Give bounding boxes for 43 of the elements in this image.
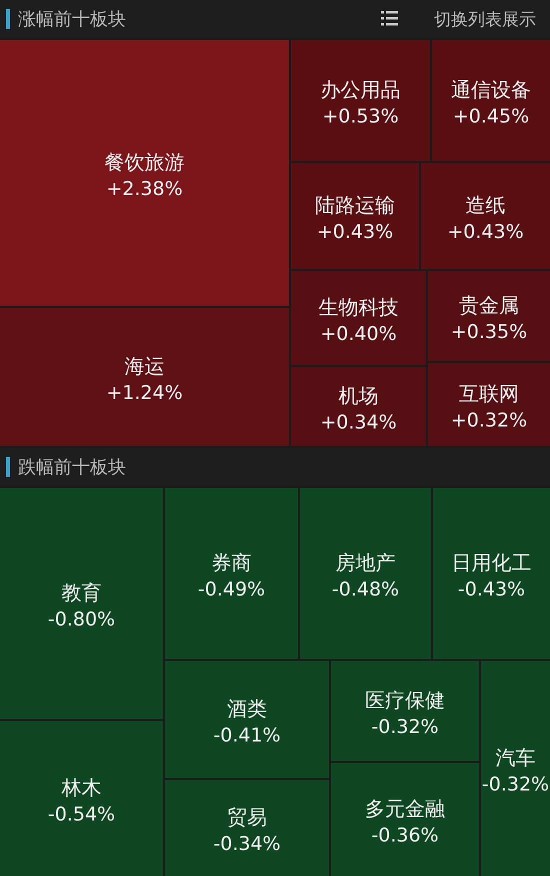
category-label: 日用化工	[452, 550, 532, 574]
category-label: 贵金属	[459, 293, 519, 317]
data-label: +0.45%	[452, 106, 530, 128]
data-label: +0.32%	[450, 410, 528, 432]
data-label: -0.34%	[213, 833, 281, 855]
category-label: 生物科技	[318, 295, 398, 319]
data-label: +2.38%	[106, 178, 183, 200]
text: 切换列表展示	[434, 10, 536, 30]
category-label: 机场	[338, 384, 378, 408]
data-label: -0.41%	[213, 724, 281, 746]
data-label: +0.43%	[316, 221, 394, 243]
data-label: -0.54%	[48, 804, 116, 826]
category-label: 贸易	[227, 805, 267, 829]
data-label: -0.32%	[482, 774, 550, 796]
data-label: +0.43%	[447, 221, 524, 243]
data-label: +0.40%	[320, 323, 397, 345]
category-label: 酒类	[227, 696, 267, 720]
category-label: 通信设备	[451, 78, 531, 102]
category-label: 多元金融	[365, 796, 445, 820]
data-label: +0.35%	[450, 321, 528, 343]
category-label: 造纸	[466, 193, 506, 217]
data-label: -0.36%	[371, 824, 439, 846]
category-label: 医疗保健	[365, 688, 445, 712]
text: 跌幅前十板块	[18, 457, 126, 478]
category-label: 房地产	[336, 550, 396, 574]
category-label: 券商	[212, 550, 252, 574]
category-label: 汽车	[496, 746, 536, 770]
category-label: 陆路运输	[315, 193, 395, 217]
data-label: -0.32%	[371, 716, 439, 738]
data-label: +0.34%	[320, 412, 397, 434]
text: 涨幅前十板块	[18, 9, 126, 30]
data-label: +0.53%	[322, 106, 399, 128]
category-label: 海运	[124, 354, 164, 378]
category-label: 餐饮旅游	[104, 150, 184, 174]
data-label: -0.48%	[332, 578, 400, 600]
data-label: -0.43%	[458, 578, 526, 600]
category-label: 互联网	[459, 382, 519, 406]
data-label: -0.80%	[48, 608, 116, 630]
data-label: -0.49%	[198, 578, 266, 600]
category-label: 林木	[60, 776, 102, 800]
category-label: 办公用品	[320, 78, 400, 102]
data-label: +1.24%	[106, 382, 183, 404]
category-label: 教育	[62, 580, 102, 604]
